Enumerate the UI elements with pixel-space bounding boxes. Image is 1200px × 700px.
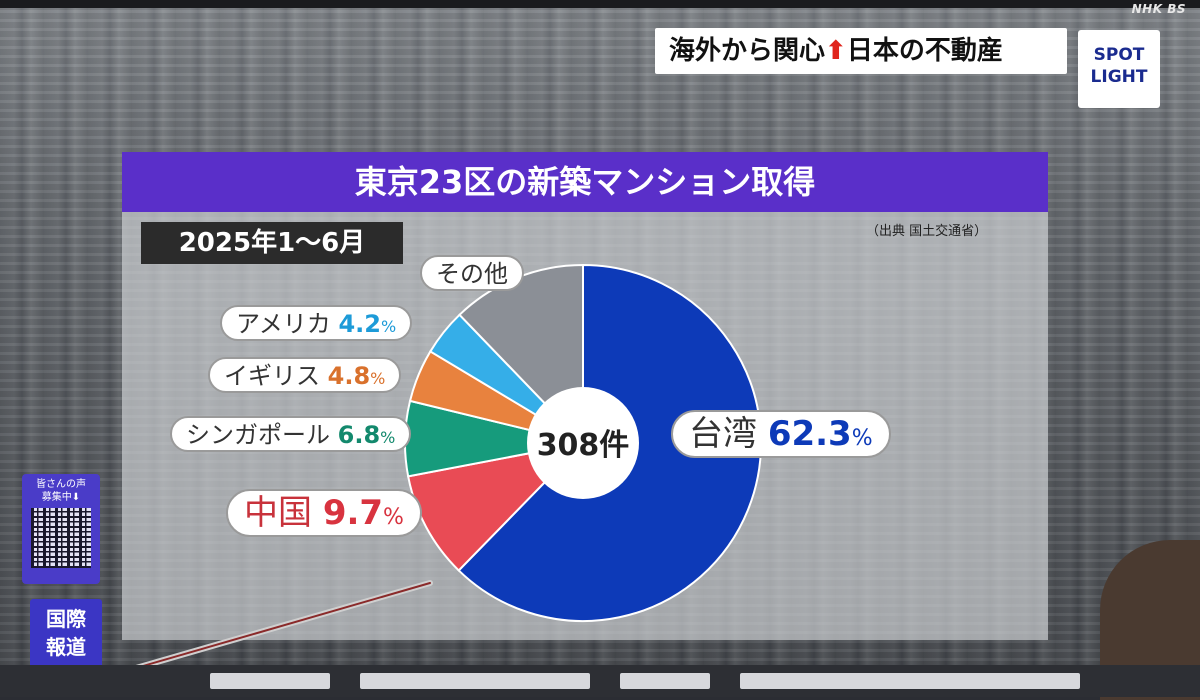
slice-unit: %: [851, 426, 873, 451]
program-logo-line-2: 報道: [46, 635, 86, 659]
spotlight-line-1: SPOT: [1093, 45, 1145, 65]
center-total-label: 308件: [536, 428, 630, 463]
bezel-strip: [210, 673, 330, 689]
slice-unit: %: [383, 505, 404, 530]
slice-value: 62.3: [767, 414, 852, 454]
pie-center-hole: [527, 387, 639, 499]
slice-label-usa: アメリカ 4.2%: [220, 305, 413, 341]
channel-logo: NHK BS: [1131, 2, 1186, 16]
tv-bezel-bottom: [0, 665, 1200, 697]
slice-label-china: 中国 9.7%: [226, 489, 422, 537]
headline-text-2: 日本の不動産: [846, 36, 1003, 66]
headline-box: 海外から関心⬆日本の不動産: [655, 28, 1067, 74]
tv-bezel-top: [0, 0, 1200, 8]
bezel-strip: [620, 673, 710, 689]
slice-name: 中国: [244, 493, 312, 533]
slice-name: イギリス: [224, 362, 320, 390]
slice-label-other: その他: [420, 255, 524, 291]
bezel-strip: [740, 673, 1080, 689]
slice-label-taiwan: 台湾 62.3%: [671, 410, 891, 458]
spotlight-logo: SPOT LIGHT: [1078, 30, 1160, 108]
viewer-voice-qr-panel[interactable]: 皆さんの声 募集中⬇: [22, 474, 100, 584]
program-logo-line-1: 国際: [46, 607, 86, 631]
slice-unit: %: [380, 317, 397, 336]
chart-title: 東京23区の新築マンション取得: [122, 152, 1048, 212]
qr-caption-2: 募集中⬇: [41, 492, 81, 503]
qr-caption-1: 皆さんの声: [36, 479, 86, 490]
slice-name: その他: [436, 260, 508, 288]
slice-value: 9.7: [322, 493, 384, 533]
spotlight-line-2: LIGHT: [1090, 67, 1148, 87]
slice-value: 4.2: [338, 310, 381, 338]
slice-name: シンガポール: [186, 421, 330, 449]
slice-name: アメリカ: [236, 310, 331, 338]
up-arrow-icon: ⬆: [825, 36, 847, 66]
chart-period: 2025年1～6月: [141, 222, 403, 264]
slice-unit: %: [380, 428, 396, 447]
qr-code-icon[interactable]: [31, 508, 91, 568]
slice-value: 4.8: [327, 362, 371, 390]
headline-text-1: 海外から関心: [669, 36, 826, 66]
slice-name: 台湾: [689, 414, 757, 454]
bezel-strip: [360, 673, 590, 689]
slice-label-uk: イギリス 4.8%: [208, 357, 402, 393]
chart-source: （出典 国土交通省）: [866, 224, 988, 239]
slice-unit: %: [370, 369, 386, 388]
slice-value: 6.8: [337, 421, 381, 449]
slice-label-singapore: シンガポール 6.8%: [170, 416, 412, 452]
program-logo: 国際 報道: [30, 599, 102, 669]
